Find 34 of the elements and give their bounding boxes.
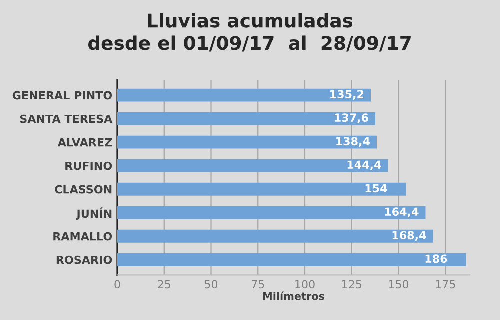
- x-tick-label: 100: [296, 280, 315, 289]
- y-tick-label: ROSARIO: [56, 256, 112, 264]
- x-tick-label: 50: [205, 280, 218, 289]
- bar: [118, 253, 466, 266]
- data-label: 138,4: [336, 137, 370, 147]
- y-tick-label: CLASSON: [55, 185, 112, 194]
- x-tick-label: 0: [114, 280, 120, 289]
- y-tick-label: ALVAREZ: [58, 138, 112, 147]
- x-tick-label: 25: [158, 280, 170, 289]
- y-tick-label: RUFINO: [66, 162, 112, 170]
- bar: [118, 159, 388, 172]
- x-tick-label: 75: [252, 280, 264, 289]
- data-label: 186: [426, 254, 448, 264]
- y-tick-label: GENERAL PINTO: [12, 91, 112, 100]
- x-axis-title: Milímetros: [263, 292, 324, 300]
- bar: [118, 230, 434, 243]
- chart-title: Lluvias acumuladas desde el 01/09/17 al 28/09/17: [88, 13, 411, 52]
- data-label: 137,6: [335, 114, 368, 124]
- bar: [118, 182, 406, 196]
- y-tick-label: RAMALLO: [54, 232, 112, 241]
- x-tick-label: 175: [436, 280, 456, 289]
- data-label: 135,2: [330, 90, 364, 100]
- data-label: 168,4: [392, 231, 426, 242]
- y-tick-label: SANTA TERESA: [20, 114, 113, 124]
- y-tick-label: JUNÍN: [76, 208, 112, 220]
- bar: [118, 88, 371, 102]
- data-label: 144,4: [348, 160, 382, 170]
- data-label: 164,4: [385, 208, 419, 218]
- bar: [118, 136, 377, 149]
- bar: [118, 206, 426, 220]
- data-label: 154: [366, 184, 388, 193]
- bar: [118, 112, 376, 126]
- x-tick-label: 125: [342, 280, 362, 289]
- x-tick-label: 150: [389, 280, 409, 289]
